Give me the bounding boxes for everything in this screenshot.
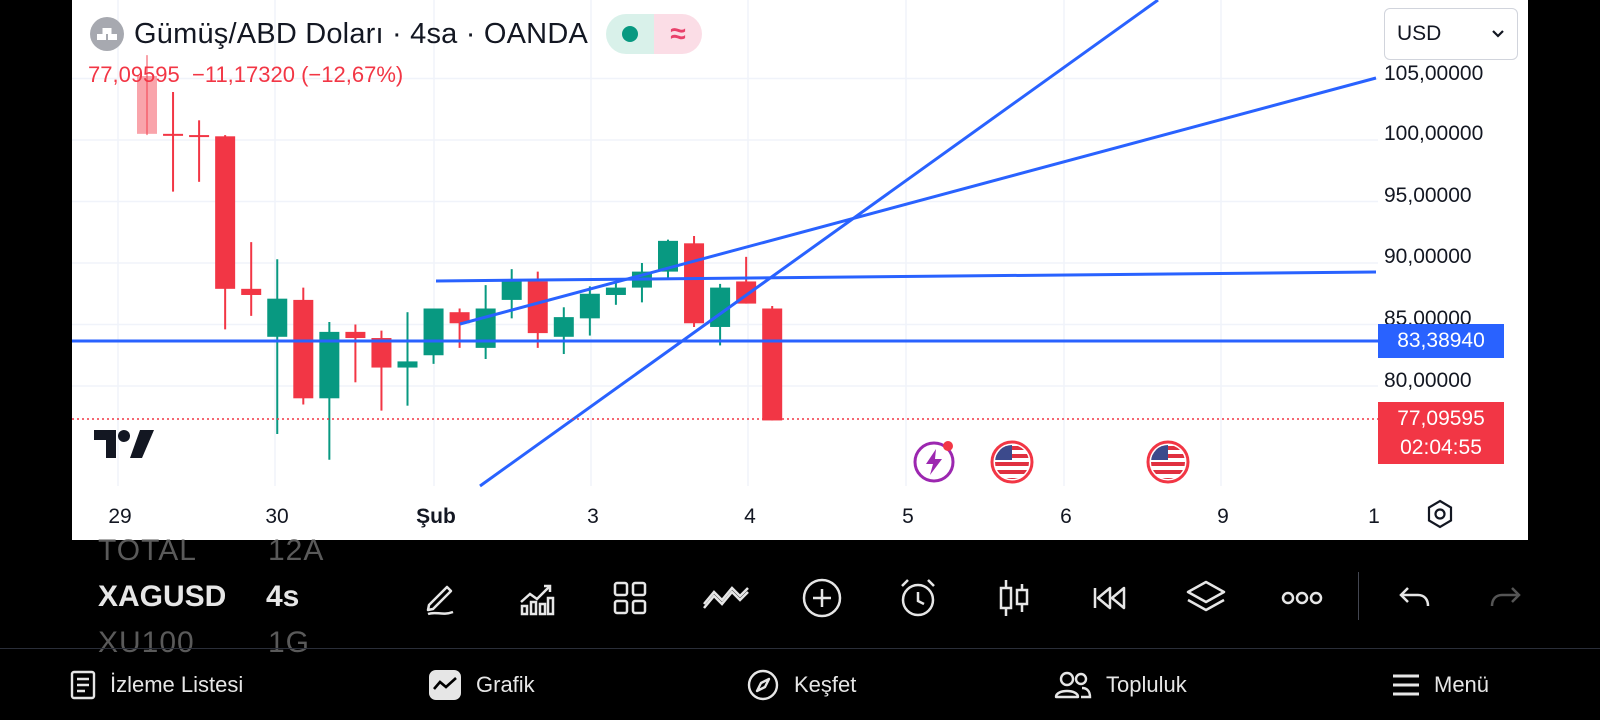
undo-icon[interactable] (1386, 570, 1442, 626)
watchlist-icon (70, 670, 96, 700)
time-axis-label: 9 (1217, 505, 1229, 528)
wave-icon: ≈ (654, 14, 702, 54)
nav-chart-label: Grafik (476, 672, 535, 697)
candles-icon[interactable] (986, 570, 1042, 626)
us-flag-event-icon[interactable] (1146, 440, 1190, 484)
quote-price: 77,09595 (88, 62, 180, 87)
tradingview-logo-icon[interactable] (94, 428, 156, 460)
add-icon[interactable] (794, 570, 850, 626)
indicators-icon[interactable] (508, 570, 564, 626)
nav-chart[interactable]: Grafik (428, 660, 535, 710)
watchlist-symbol-active[interactable]: XAGUSD (98, 580, 227, 613)
menu-icon (1393, 674, 1419, 696)
toolbar-divider (1358, 572, 1359, 620)
chart-settings-icon[interactable] (1424, 498, 1456, 530)
candle-body (241, 288, 262, 295)
candle-body (397, 361, 418, 368)
candle-body (553, 317, 574, 337)
watchlist-interval-active[interactable]: 4s (266, 580, 300, 613)
grid-icon[interactable] (602, 570, 658, 626)
chart-header: Gümüş/ABD Doları · 4sa · OANDA ≈ (90, 14, 702, 54)
time-axis-label: 5 (902, 505, 914, 528)
nav-community-label: Topluluk (1106, 672, 1187, 697)
trendline-fan (459, 76, 1377, 326)
nav-menu-label: Menü (1434, 672, 1490, 697)
community-icon (1054, 671, 1092, 699)
candle-body (423, 308, 444, 356)
time-axis-label: 29 (108, 505, 132, 528)
candle-body (163, 133, 184, 136)
price-axis-label: 80,00000 (1384, 369, 1472, 392)
layers-icon[interactable] (1178, 570, 1234, 626)
lightning-event-icon[interactable] (912, 440, 956, 484)
time-axis-label: 1 (1368, 505, 1380, 528)
replay-icon[interactable] (1082, 570, 1138, 626)
time-axis-label: 4 (744, 505, 756, 528)
trend-drawings (435, 0, 1377, 488)
quote-change-pct: (−12,67%) (301, 62, 404, 87)
nav-menu[interactable]: Menü (1392, 660, 1489, 710)
redo-icon[interactable] (1478, 570, 1534, 626)
chart-icon (429, 670, 461, 700)
candle-body (527, 281, 548, 334)
watchlist-symbol[interactable]: XU100 (98, 626, 195, 659)
candles (137, 55, 783, 460)
candle-body (449, 312, 470, 324)
symbol-title[interactable]: Gümüş/ABD Doları · 4sa · OANDA (134, 17, 588, 50)
nav-watchlist[interactable]: İzleme Listesi (70, 660, 243, 710)
more-icon[interactable] (1274, 570, 1330, 626)
price-axis-label: 95,00000 (1384, 184, 1472, 207)
watchlist-symbol[interactable]: TOTAL (98, 534, 197, 567)
pencil-icon[interactable] (412, 570, 468, 626)
pattern-icon[interactable] (698, 570, 754, 626)
candle-body (319, 331, 340, 399)
candle-body (605, 287, 626, 295)
time-axis-label: Şub (416, 505, 456, 528)
time-axis-label: 3 (587, 505, 599, 528)
line-value-tag: 83,38940 (1378, 324, 1504, 358)
nav-watchlist-label: İzleme Listesi (110, 672, 244, 697)
candle-body (762, 308, 783, 421)
candle-body (501, 281, 522, 300)
alarm-icon[interactable] (890, 570, 946, 626)
bar-countdown: 02:04:55 (1400, 436, 1482, 459)
watchlist-interval: 1G (268, 626, 311, 659)
candle-body (658, 240, 678, 272)
candle-body (215, 136, 236, 289)
compass-icon (747, 669, 779, 701)
candle-body (371, 338, 392, 368)
currency-select[interactable]: USD (1384, 8, 1518, 60)
quote-line: 77,09595 −11,17320 (−12,67%) (88, 62, 403, 88)
candle-body (684, 243, 705, 324)
quote-change: −11,17320 (192, 62, 295, 87)
price-axis-label: 100,00000 (1384, 122, 1484, 145)
market-status-pill[interactable]: ≈ (606, 14, 702, 54)
us-flag-event-icon[interactable] (990, 440, 1034, 484)
watchlist-interval: 12A (268, 534, 325, 567)
candle-body (137, 76, 157, 134)
time-axis-label: 6 (1060, 505, 1072, 528)
candle-body (293, 299, 314, 399)
candle-body (579, 293, 600, 319)
trendline-steep (479, 0, 1159, 488)
nav-explore-label: Keşfet (794, 672, 857, 697)
silver-logo-icon (90, 17, 124, 51)
candle-body (345, 331, 366, 339)
bottom-nav-divider (0, 648, 1600, 649)
last-price-value: 77,09595 (1397, 407, 1485, 430)
nav-community[interactable]: Topluluk (1054, 660, 1187, 710)
market-open-dot-icon (606, 14, 654, 54)
chart-canvas[interactable] (72, 0, 1528, 540)
price-axis-label: 105,00000 (1384, 62, 1484, 85)
nav-explore[interactable]: Keşfet (746, 660, 856, 710)
last-price-tag: 77,09595 02:04:55 (1378, 402, 1504, 464)
chart-panel[interactable]: Gümüş/ABD Doları · 4sa · OANDA ≈ 77,0959… (72, 0, 1528, 540)
price-axis-label: 90,00000 (1384, 245, 1472, 268)
candle-body (267, 298, 288, 337)
currency-value: USD (1397, 22, 1442, 45)
chevron-down-icon (1492, 30, 1504, 38)
trendline-flat (435, 270, 1377, 283)
candle-body (189, 135, 210, 138)
time-axis-label: 30 (265, 505, 289, 528)
